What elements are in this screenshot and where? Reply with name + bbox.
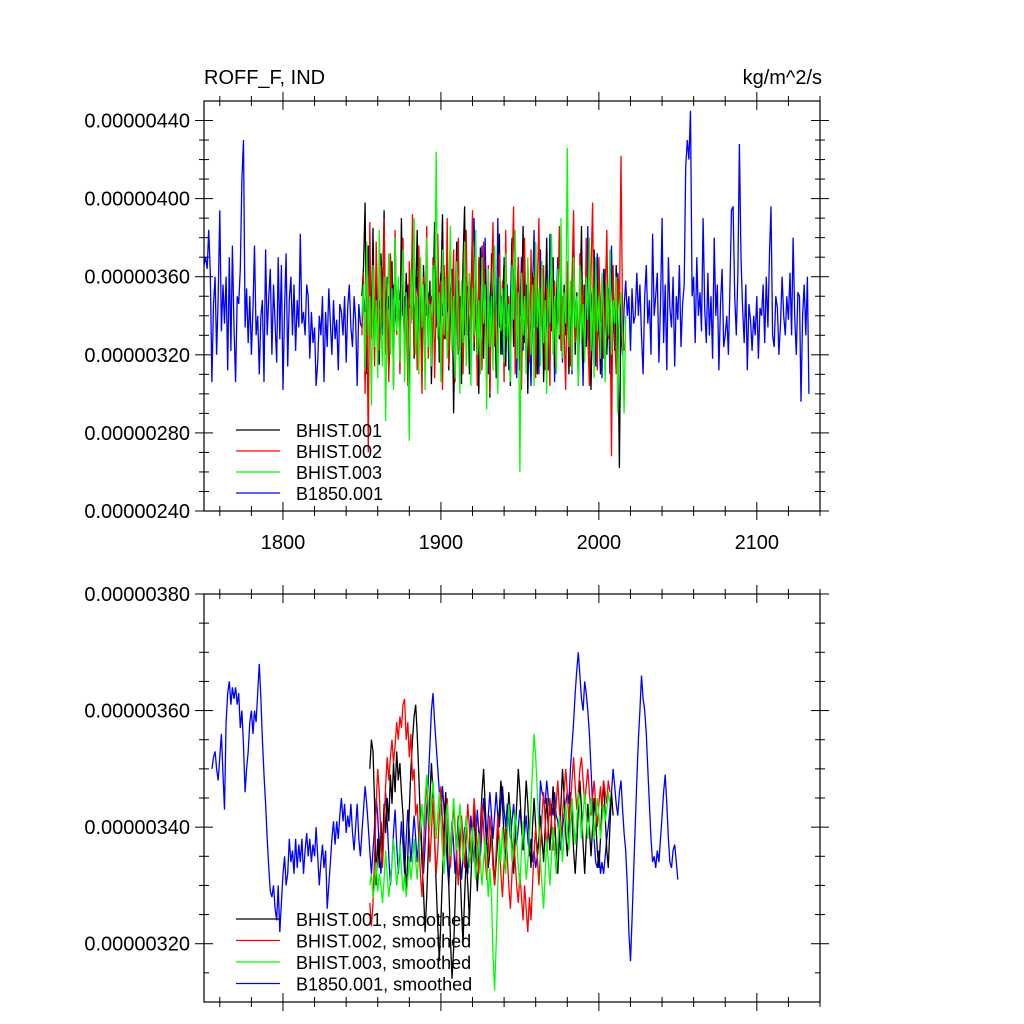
bottom-series-line-3 [369,733,611,991]
bottom-plot-frame [203,593,821,1003]
bottom-series-line-1 [369,704,614,979]
bottom-series [211,652,679,991]
top-legend-label: BHIST.001 [296,421,382,441]
top-legend-label: BHIST.003 [296,463,382,483]
bottom-legend-label: BHIST.001, smoothed [296,910,471,930]
bottom-y-tick-label: 0.00000360 [84,701,190,723]
top-series [204,110,810,473]
top-legend-label: BHIST.002 [296,442,382,462]
bottom-y-tick-label: 0.00000320 [84,934,190,956]
bottom-ticks: 0.00000320 0.00000340 0.00000360 0.00000380 [84,584,829,1011]
top-x-tick-label: 2100 [735,532,780,554]
top-plot-frame [203,100,821,512]
top-x-tick-label: 1900 [419,532,464,554]
top-y-tick-label: 0.00000360 [84,267,190,289]
top-ticks: 0.00000240 0.00000280 0.00000320 0.00000360… [84,92,829,554]
bottom-legend-label: BHIST.002, smoothed [296,932,471,952]
top-series-line-3 [361,147,627,473]
top-x-tick-label: 1800 [261,532,306,554]
top-panel: ROFF_F, IND kg/m^2/s 0.00000240 0.0000028… [84,67,829,554]
bottom-series-line-4 [211,652,679,962]
bottom-series-line-2 [369,698,611,933]
top-title-left: ROFF_F, IND [204,67,325,89]
bottom-legend-label: BHIST.003, smoothed [296,953,471,973]
bottom-y-tick-label: 0.00000340 [84,817,190,839]
top-y-tick-label: 0.00000400 [84,189,190,211]
bottom-legend-label: B1850.001, smoothed [296,975,472,995]
top-y-tick-label: 0.00000320 [84,345,190,367]
bottom-y-tick-label: 0.00000380 [84,584,190,606]
bottom-panel: 0.00000320 0.00000340 0.00000360 0.00000380… [84,584,829,1011]
top-y-tick-label: 0.00000280 [84,423,190,445]
top-legend-label: B1850.001 [296,484,383,504]
top-y-tick-label: 0.00000240 [84,501,190,523]
top-x-tick-label: 2000 [577,532,622,554]
top-title-right: kg/m^2/s [743,67,822,89]
top-y-tick-label: 0.00000440 [84,111,190,133]
